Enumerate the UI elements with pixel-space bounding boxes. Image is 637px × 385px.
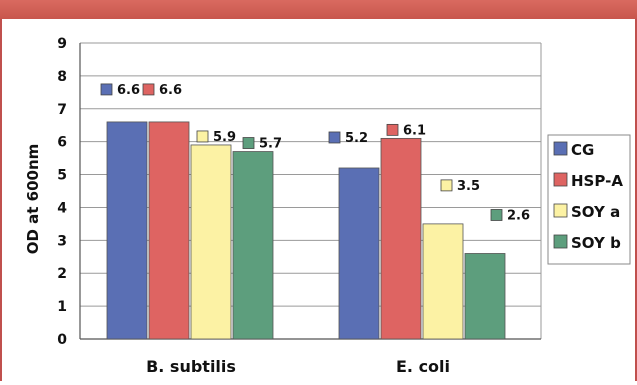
y-tick-label: 9 [57, 36, 67, 52]
data-label-swatch [490, 209, 503, 221]
data-label-swatch [142, 83, 155, 96]
header-band [0, 0, 637, 19]
y-tick-label: 0 [57, 332, 67, 348]
y-tick-label: 1 [57, 299, 67, 315]
legend-swatch [553, 141, 568, 156]
data-label-swatch [100, 83, 113, 96]
data-label-swatch [328, 131, 341, 144]
bar [190, 144, 232, 340]
y-tick-label: 7 [57, 102, 67, 118]
x-tick-label: E. coli [396, 357, 450, 376]
bar [232, 151, 274, 340]
data-label: 5.2 [345, 131, 368, 146]
legend-entry: SOY b [571, 234, 621, 252]
y-tick-labels: 0 1 2 3 4 5 6 7 8 9 [57, 36, 67, 348]
legend-entry: CG [571, 141, 594, 159]
y-tick-label: 3 [57, 233, 67, 249]
data-label: 5.7 [259, 137, 282, 152]
y-tick-label: 2 [57, 266, 67, 282]
y-tick-label: 5 [57, 168, 67, 184]
data-label: 5.9 [213, 130, 236, 145]
data-labels: 6.6 6.6 5.9 5.7 5.2 6.1 3.5 2.6 [100, 83, 530, 223]
data-label: 6.6 [117, 83, 140, 98]
x-tick-label: B. subtilis [146, 357, 236, 376]
y-tick-label: 4 [57, 200, 67, 216]
frame-border-right [635, 19, 637, 381]
legend-entry: SOY a [571, 203, 620, 221]
data-label-swatch [386, 123, 399, 136]
legend-swatch [553, 203, 568, 218]
data-label-swatch [242, 137, 255, 149]
bar [422, 223, 464, 340]
bars [106, 121, 506, 340]
x-tick-labels: B. subtilis E. coli [146, 357, 450, 376]
data-label: 3.5 [457, 179, 480, 194]
data-label-swatch [196, 130, 209, 143]
y-axis-label: OD at 600nm [24, 144, 42, 255]
frame-border-left [0, 19, 2, 381]
bar [106, 121, 148, 340]
bar [380, 137, 422, 340]
bar [338, 167, 380, 340]
legend-swatch [553, 172, 568, 187]
legend-entry: HSP-A [571, 172, 623, 190]
data-label: 6.6 [159, 83, 182, 98]
data-label: 2.6 [507, 208, 530, 223]
legend-swatch [553, 234, 568, 249]
y-tick-label: 6 [57, 135, 67, 151]
y-tick-label: 8 [57, 69, 67, 85]
legend: CG HSP-A SOY a SOY b [547, 134, 631, 265]
data-label-swatch [440, 179, 453, 192]
data-label: 6.1 [403, 123, 426, 138]
bar [148, 121, 190, 340]
bar [464, 253, 506, 340]
